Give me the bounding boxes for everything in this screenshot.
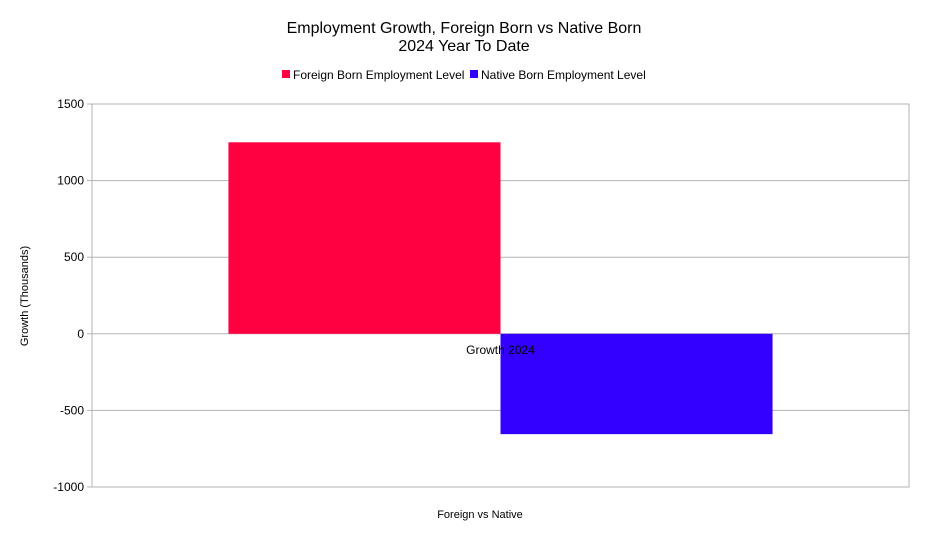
legend-label-foreign-born: Foreign Born Employment Level [293, 68, 464, 82]
y-tick-label: 1500 [57, 97, 84, 111]
y-tick-label: -1000 [53, 480, 84, 494]
x-category-label: Growth 2024 [466, 343, 535, 357]
y-tick-label: -500 [60, 403, 84, 417]
bar-native-born-employment-level [500, 333, 773, 435]
legend-label-native-born: Native Born Employment Level [481, 68, 646, 82]
y-tick-label: 500 [64, 250, 84, 264]
chart-title-line-2: 2024 Year To Date [398, 38, 529, 55]
chart-title-line-1: Employment Growth, Foreign Born vs Nativ… [287, 20, 642, 37]
x-axis-label: Foreign vs Native [437, 509, 523, 521]
y-tick-label: 1000 [57, 174, 84, 188]
legend: Foreign Born Employment Level Native Bor… [282, 68, 646, 82]
plot-border [91, 103, 910, 488]
y-axis-label: Growth (Thousands) [19, 246, 31, 346]
bar-foreign-born-employment-level [228, 142, 501, 334]
legend-swatch-foreign-born [282, 70, 290, 78]
plot-area: 1500 1000 500 0 -500 -1000 Growth 2024 [53, 97, 910, 494]
y-tick-label: 0 [77, 327, 84, 341]
legend-swatch-native-born [470, 70, 478, 78]
